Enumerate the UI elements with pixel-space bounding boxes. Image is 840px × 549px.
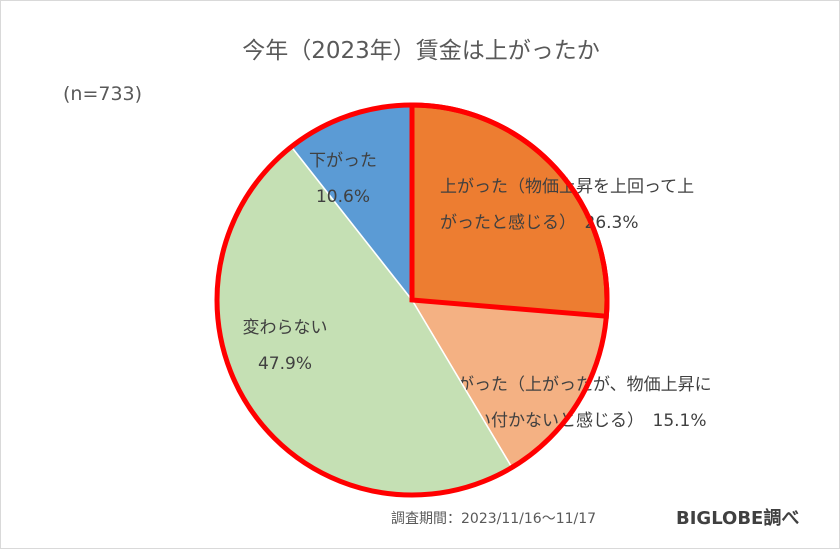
slice-label-2-line-0: 変わらない (243, 318, 328, 338)
slice-label-2-line-1: 47.9% (258, 354, 312, 374)
slice-label-3-line-1: 10.6% (316, 187, 370, 207)
chart-title: 今年（2023年）賃金は上がったか (242, 38, 600, 64)
survey-period-label: 調査期間：2023/11/16〜11/17 (391, 511, 597, 527)
slice-label-0-line-1: がったと感じる） 26.3% (440, 213, 639, 233)
slice-label-0-line-0: 上がった（物価上昇を上回って上 (440, 177, 694, 197)
brand-label: BIGLOBE調べ (676, 508, 800, 529)
slice-label-1-line-0: 上がった（上がったが、物価上昇に (440, 375, 712, 395)
slice-label-3-line-0: 下がった (309, 151, 377, 171)
pie-slice-0 (411, 104, 608, 318)
highlighted-slice-outline (409, 102, 610, 319)
slice-label-1-line-1: は追い付かないと感じる） 15.1% (440, 411, 707, 431)
sample-size-label: (n=733) (63, 83, 143, 105)
